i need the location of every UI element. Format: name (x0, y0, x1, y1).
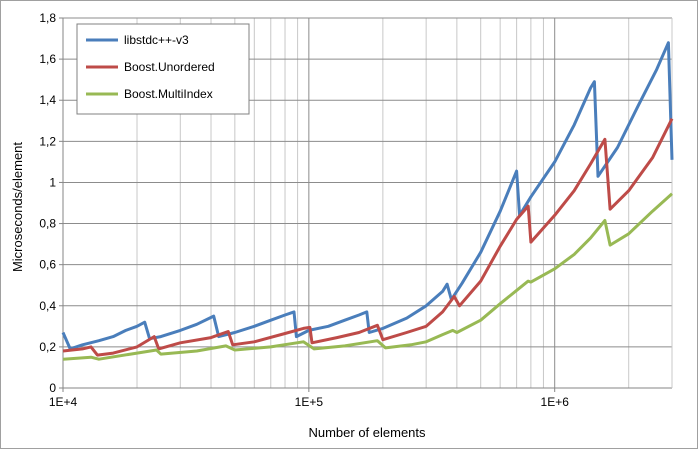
legend-label-libstdc-v3: libstdc++-v3 (124, 33, 189, 47)
legend: libstdc++-v3 Boost.Unordered Boost.MultiIn… (76, 23, 250, 115)
y-tick-label: 1,8 (39, 11, 56, 25)
x-axis-label: Number of elements (308, 425, 426, 440)
y-tick-label: 1 (49, 175, 56, 189)
x-tick-label: 1E+5 (295, 395, 324, 409)
y-tick-label: 1,4 (39, 93, 56, 107)
x-tick-label: 1E+6 (541, 395, 570, 409)
tick-labels: 0 0,2 0,4 0,6 0,8 1 1,2 1,4 1,6 1,8 1E+4 1E+5 1E+6 (39, 11, 569, 409)
legend-label-boost-multiindex: Boost.MultiIndex (124, 87, 213, 101)
y-tick-label: 0 (49, 381, 56, 395)
y-tick-label: 0,4 (39, 299, 56, 313)
y-tick-label: 0,6 (39, 258, 56, 272)
axes (59, 17, 673, 392)
y-tick-label: 1,2 (39, 134, 56, 148)
x-tick-label: 1E+4 (49, 395, 78, 409)
series-line-boost-multiindex (62, 192, 673, 361)
y-tick-label: 0,2 (39, 340, 56, 354)
series-line-libstdc-v3 (61, 41, 674, 351)
y-tick-label: 0,8 (39, 217, 56, 231)
series-line-boost-unordered (62, 118, 674, 357)
y-axis-label: Microseconds/element (10, 142, 25, 272)
legend-label-boost-unordered: Boost.Unordered (124, 60, 215, 74)
series-lines (61, 41, 674, 361)
y-tick-label: 1,6 (39, 52, 56, 66)
